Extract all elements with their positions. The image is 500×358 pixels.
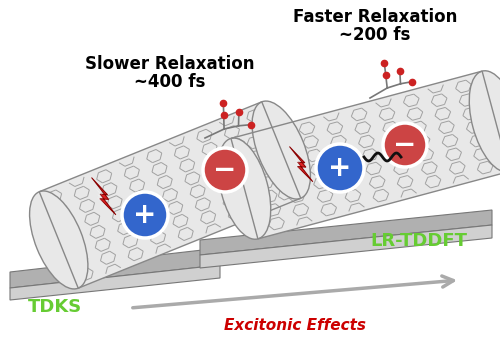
- Circle shape: [383, 123, 427, 167]
- Text: ~200 fs: ~200 fs: [340, 26, 410, 44]
- Circle shape: [316, 144, 364, 192]
- Ellipse shape: [218, 138, 270, 239]
- Circle shape: [122, 192, 168, 238]
- Polygon shape: [290, 146, 313, 182]
- Ellipse shape: [30, 191, 88, 289]
- Ellipse shape: [470, 71, 500, 172]
- Polygon shape: [91, 183, 108, 209]
- Polygon shape: [10, 248, 220, 288]
- Text: Slower Relaxation: Slower Relaxation: [85, 55, 255, 73]
- Polygon shape: [289, 151, 306, 176]
- Polygon shape: [200, 225, 492, 268]
- Polygon shape: [200, 210, 492, 255]
- Text: +: +: [328, 154, 351, 182]
- Text: Excitonic Effects: Excitonic Effects: [224, 318, 366, 333]
- Text: LR-TDDFT: LR-TDDFT: [370, 232, 467, 250]
- Ellipse shape: [252, 101, 310, 199]
- FancyArrowPatch shape: [133, 276, 454, 308]
- Text: Faster Relaxation: Faster Relaxation: [293, 8, 457, 26]
- Circle shape: [203, 148, 247, 192]
- Polygon shape: [231, 71, 500, 239]
- Polygon shape: [10, 265, 220, 300]
- Text: −: −: [394, 131, 416, 159]
- Polygon shape: [92, 178, 116, 215]
- Polygon shape: [40, 102, 300, 288]
- Text: −: −: [214, 156, 236, 184]
- Text: ~400 fs: ~400 fs: [134, 73, 206, 91]
- Text: TDKS: TDKS: [28, 298, 82, 316]
- Text: +: +: [134, 201, 156, 229]
